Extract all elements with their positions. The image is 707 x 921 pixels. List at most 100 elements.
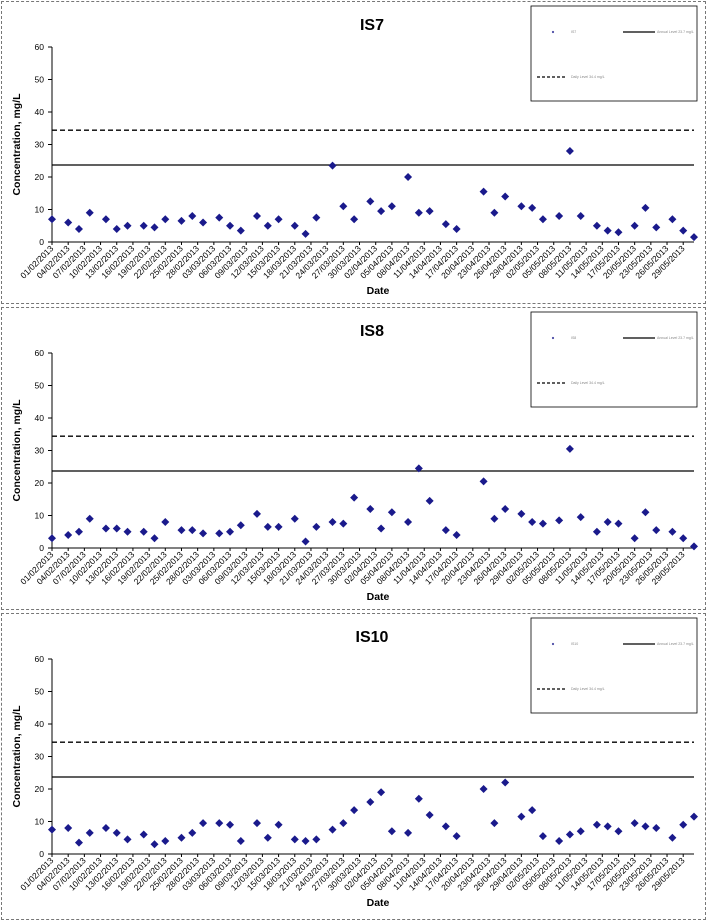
data-point <box>652 223 661 232</box>
data-point <box>150 840 159 849</box>
data-point <box>668 215 677 224</box>
data-point <box>161 215 170 224</box>
data-point <box>690 233 698 242</box>
data-point <box>188 526 197 535</box>
data-point <box>538 832 547 841</box>
data-point <box>517 812 526 821</box>
data-point <box>517 509 526 518</box>
data-point <box>425 811 434 819</box>
data-point <box>501 192 510 201</box>
data-point <box>199 529 208 538</box>
data-point <box>404 518 413 526</box>
legend-label: Daily Level 34.4 mg/L <box>571 381 605 385</box>
data-point <box>441 220 450 229</box>
data-point <box>452 225 461 233</box>
data-point <box>263 833 272 842</box>
data-point <box>161 837 170 845</box>
data-point <box>123 835 132 844</box>
data-point <box>652 526 661 535</box>
data-point <box>603 226 612 235</box>
data-point <box>565 444 574 453</box>
data-point <box>350 493 359 502</box>
data-point <box>312 213 321 222</box>
legend-box <box>530 617 698 714</box>
data-point <box>555 212 564 220</box>
data-point <box>452 531 461 539</box>
data-point <box>387 827 396 836</box>
data-point <box>404 828 413 837</box>
data-point <box>441 822 450 831</box>
data-point <box>538 519 547 528</box>
data-point <box>301 537 310 546</box>
y-tick-label: 30 <box>35 446 45 456</box>
data-point <box>387 202 396 211</box>
data-point <box>215 213 224 222</box>
data-point <box>236 226 245 235</box>
y-tick-label: 40 <box>35 413 45 423</box>
y-tick-label: 0 <box>39 849 44 859</box>
data-point <box>479 187 488 196</box>
data-point <box>565 830 574 839</box>
data-point <box>112 225 121 233</box>
data-point <box>565 147 574 155</box>
data-point <box>301 229 310 238</box>
data-point <box>74 838 83 847</box>
y-tick-label: 10 <box>35 205 45 215</box>
y-tick-label: 60 <box>35 42 45 52</box>
data-point <box>328 161 337 170</box>
data-point <box>64 218 73 227</box>
data-point <box>641 203 650 212</box>
data-point <box>274 522 283 531</box>
y-tick-label: 50 <box>35 687 45 697</box>
data-point <box>528 203 537 212</box>
data-point <box>85 514 94 523</box>
data-point <box>576 827 585 836</box>
data-point <box>679 226 688 235</box>
data-point <box>339 819 348 828</box>
data-point <box>576 513 585 522</box>
data-point <box>479 477 488 486</box>
data-point <box>641 508 650 517</box>
data-point <box>123 221 132 230</box>
data-point <box>215 529 224 538</box>
data-point <box>490 514 499 523</box>
chart-is7: IS7010203040506001/02/201304/02/201307/0… <box>11 5 698 297</box>
data-point <box>414 794 423 803</box>
data-point <box>592 221 601 230</box>
legend-marker <box>551 336 555 340</box>
panel-border <box>1 307 706 610</box>
data-point <box>290 514 299 523</box>
data-point <box>263 522 272 531</box>
data-point <box>387 508 396 517</box>
data-point <box>603 518 612 526</box>
data-point <box>652 824 661 832</box>
y-tick-label: 0 <box>39 543 44 553</box>
data-point <box>236 521 245 530</box>
data-point <box>101 524 110 533</box>
data-point <box>690 542 698 551</box>
data-point <box>101 215 110 224</box>
data-point <box>641 822 650 831</box>
data-point <box>253 509 262 518</box>
data-point <box>414 208 423 217</box>
y-tick-label: 40 <box>35 719 45 729</box>
legend-marker <box>551 642 555 646</box>
legend-marker <box>551 30 555 34</box>
y-tick-label: 10 <box>35 511 45 521</box>
data-point <box>112 524 121 533</box>
data-point <box>274 215 283 224</box>
y-tick-label: 50 <box>35 381 45 391</box>
panel-border <box>1 613 706 920</box>
legend-label: Annual Level 23.7 mg/L <box>657 336 694 340</box>
x-axis-label: Date <box>367 591 390 603</box>
data-point <box>377 524 386 533</box>
data-point <box>85 208 94 217</box>
data-point <box>377 207 386 216</box>
data-point <box>226 527 235 536</box>
data-point <box>441 526 450 535</box>
data-point <box>576 212 585 220</box>
data-point <box>679 534 688 543</box>
data-point <box>377 788 386 797</box>
y-tick-label: 40 <box>35 107 45 117</box>
data-point <box>414 464 423 473</box>
